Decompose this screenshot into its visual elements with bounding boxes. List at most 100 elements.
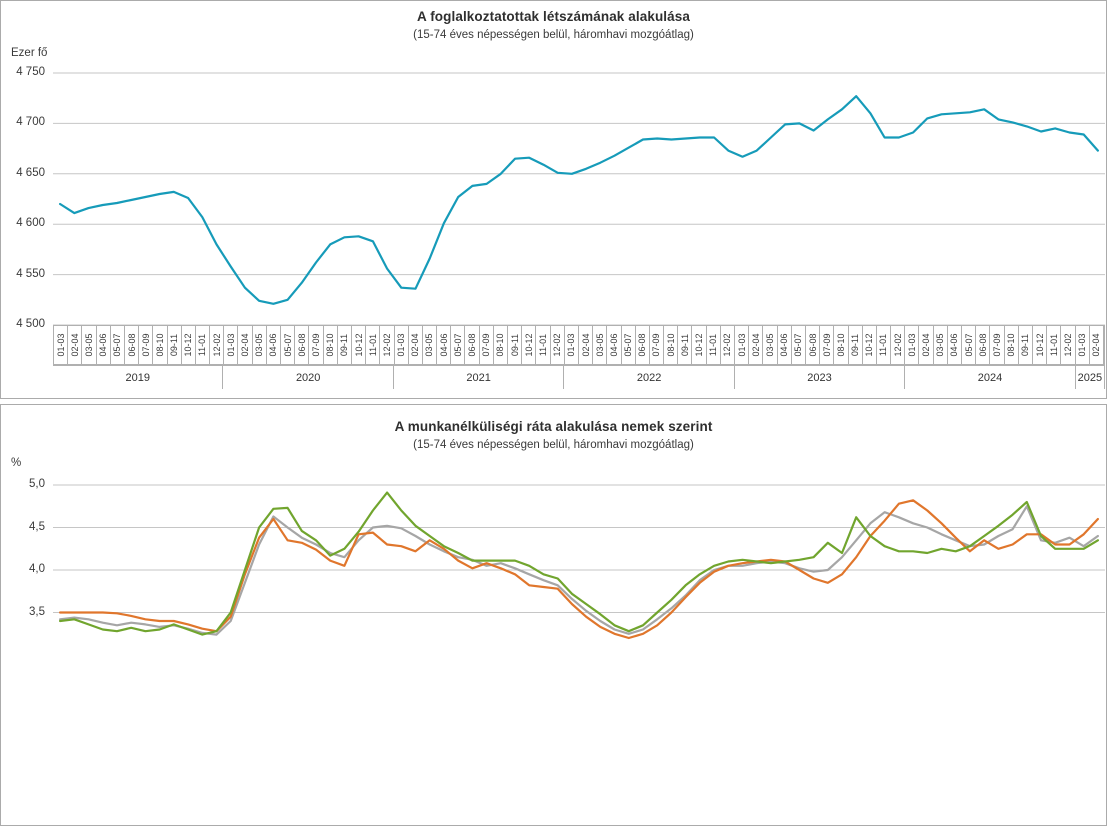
x-tick-label: 01-03 bbox=[736, 333, 747, 357]
x-tick-cell: 12-02 bbox=[721, 326, 735, 364]
x-tick-cell: 07-09 bbox=[139, 326, 154, 364]
unemployment-chart-panel: A munkanélküliségi ráta alakulása nemek … bbox=[0, 404, 1107, 826]
unemployment-line-chart bbox=[53, 484, 1105, 640]
x-tick-cell: 12-02 bbox=[1061, 326, 1076, 364]
x-tick-label: 02-04 bbox=[410, 333, 421, 357]
employment-chart-title: A foglalkoztatottak létszámának alakulás… bbox=[417, 9, 690, 24]
x-tick-cell: 08-10 bbox=[153, 326, 168, 364]
x-tick-cell: 09-11 bbox=[1019, 326, 1033, 364]
x-tick-label: 12-02 bbox=[892, 333, 903, 357]
x-tick-label: 12-02 bbox=[1062, 333, 1073, 357]
x-tick-label: 04-06 bbox=[608, 333, 619, 357]
x-tick-cell: 01-03 bbox=[395, 326, 409, 364]
x-tick-cell: 08-10 bbox=[494, 326, 508, 364]
x-tick-cell: 01-03 bbox=[54, 326, 69, 364]
y-tick-label: 4,0 bbox=[29, 563, 45, 575]
x-tick-label: 08-10 bbox=[665, 333, 676, 357]
x-tick-label: 05-07 bbox=[112, 333, 123, 357]
x-tick-label: 11-01 bbox=[537, 333, 548, 357]
employment-chart-subtitle: (15-74 éves népességen belül, háromhavi … bbox=[413, 29, 694, 41]
x-tick-cell: 06-08 bbox=[125, 326, 140, 364]
year-label: 2024 bbox=[905, 366, 1076, 389]
year-label: 2022 bbox=[564, 366, 735, 389]
year-label: 2019 bbox=[53, 366, 224, 389]
unemployment-chart-subtitle: (15-74 éves népességen belül, háromhavi … bbox=[413, 439, 694, 451]
y-tick-label: 4 750 bbox=[16, 66, 45, 78]
x-tick-label: 02-04 bbox=[69, 333, 80, 357]
x-tick-cell: 09-11 bbox=[678, 326, 693, 364]
x-tick-cell: 03-05 bbox=[253, 326, 267, 364]
x-tick-cell: 06-08 bbox=[295, 326, 310, 364]
x-tick-label: 09-11 bbox=[169, 333, 180, 357]
x-tick-cell: 01-03 bbox=[1076, 326, 1090, 364]
x-tick-label: 08-10 bbox=[835, 333, 846, 357]
x-tick-cell: 05-07 bbox=[111, 326, 125, 364]
y-tick-label: 4 700 bbox=[16, 116, 45, 129]
series-line-orange bbox=[58, 499, 1100, 640]
x-tick-label: 11-01 bbox=[708, 333, 719, 357]
x-tick-cell: 07-09 bbox=[309, 326, 324, 364]
x-tick-label: 05-07 bbox=[963, 333, 974, 357]
x-tick-cell: 11-01 bbox=[877, 326, 892, 364]
x-tick-cell: 08-10 bbox=[664, 326, 679, 364]
x-tick-cell: 04-06 bbox=[267, 326, 281, 364]
x-tick-label: 04-06 bbox=[268, 333, 279, 357]
x-tick-cell: 02-04 bbox=[919, 326, 934, 364]
x-tick-label: 06-08 bbox=[637, 333, 648, 357]
x-tick-label: 07-09 bbox=[481, 333, 492, 357]
x-tick-cell: 09-11 bbox=[849, 326, 863, 364]
x-tick-label: 03-05 bbox=[594, 333, 605, 357]
x-tick-cell: 02-04 bbox=[1090, 326, 1104, 364]
series-line-gray bbox=[58, 505, 1100, 636]
x-tick-cell: 11-01 bbox=[196, 326, 211, 364]
x-tick-label: 11-01 bbox=[878, 333, 889, 357]
x-tick-cell: 10-12 bbox=[182, 326, 196, 364]
x-tick-label: 02-04 bbox=[1091, 333, 1102, 357]
y-tick-label: 4 500 bbox=[16, 318, 45, 330]
x-tick-label: 07-09 bbox=[991, 333, 1002, 357]
x-tick-cell: 08-10 bbox=[1005, 326, 1019, 364]
x-tick-label: 08-10 bbox=[495, 333, 506, 357]
x-tick-cell: 09-11 bbox=[508, 326, 523, 364]
x-tick-label: 01-03 bbox=[55, 333, 66, 357]
y-tick-label: 4 600 bbox=[16, 217, 45, 230]
x-tick-label: 01-03 bbox=[1077, 333, 1088, 357]
x-tick-label: 04-06 bbox=[949, 333, 960, 357]
x-tick-label: 06-08 bbox=[807, 333, 818, 357]
x-tick-cell: 07-09 bbox=[820, 326, 835, 364]
x-tick-cell: 12-02 bbox=[380, 326, 395, 364]
x-tick-label: 05-07 bbox=[452, 333, 463, 357]
unemployment-y-axis-unit: % bbox=[11, 457, 22, 469]
x-tick-cell: 11-01 bbox=[536, 326, 551, 364]
x-tick-label: 11-01 bbox=[367, 333, 378, 357]
y-tick-label: 4 550 bbox=[16, 267, 45, 280]
x-tick-cell: 02-04 bbox=[68, 326, 83, 364]
x-tick-label: 08-10 bbox=[1006, 333, 1017, 357]
x-tick-cell: 03-05 bbox=[82, 326, 97, 364]
x-tick-label: 09-11 bbox=[850, 333, 861, 357]
x-tick-cell: 08-10 bbox=[834, 326, 849, 364]
x-tick-cell: 12-02 bbox=[210, 326, 225, 364]
x-tick-label: 09-11 bbox=[679, 333, 690, 357]
x-tick-cell: 11-01 bbox=[707, 326, 721, 364]
y-tick-label: 5,0 bbox=[29, 478, 45, 490]
x-tick-cell: 01-03 bbox=[224, 326, 239, 364]
x-tick-label: 01-03 bbox=[396, 333, 407, 357]
x-tick-cell: 11-01 bbox=[366, 326, 381, 364]
x-tick-label: 03-05 bbox=[764, 333, 775, 357]
x-tick-label: 02-04 bbox=[921, 333, 932, 357]
x-tick-cell: 04-06 bbox=[778, 326, 792, 364]
x-tick-cell: 02-04 bbox=[749, 326, 764, 364]
x-tick-cell: 10-12 bbox=[1033, 326, 1048, 364]
x-tick-cell: 11-01 bbox=[1047, 326, 1062, 364]
x-tick-cell: 08-10 bbox=[324, 326, 338, 364]
x-tick-label: 10-12 bbox=[694, 333, 705, 357]
x-tick-label: 06-08 bbox=[977, 333, 988, 357]
x-tick-label: 06-08 bbox=[296, 333, 307, 357]
year-label: 2023 bbox=[735, 366, 906, 389]
x-tick-label: 03-05 bbox=[424, 333, 435, 357]
x-tick-cell: 10-12 bbox=[692, 326, 707, 364]
x-tick-cell: 10-12 bbox=[522, 326, 537, 364]
x-tick-cell: 02-04 bbox=[409, 326, 423, 364]
x-tick-cell: 02-04 bbox=[238, 326, 253, 364]
